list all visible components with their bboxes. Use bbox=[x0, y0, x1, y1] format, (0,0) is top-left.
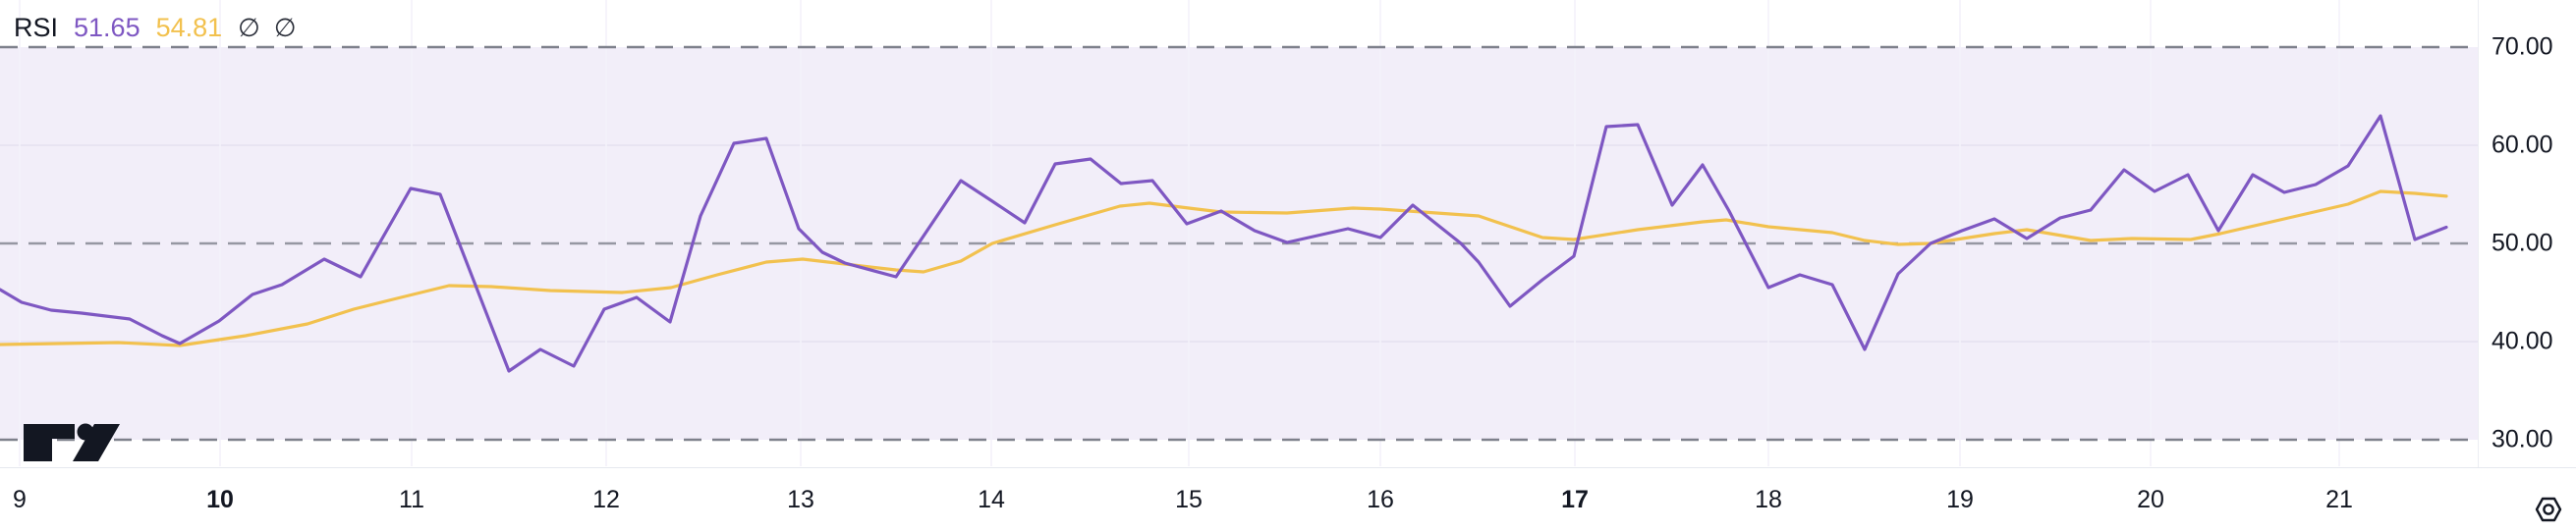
indicator-legend[interactable]: RSI 51.65 54.81 ∅ ∅ bbox=[14, 12, 296, 43]
rsi-line[interactable] bbox=[0, 114, 2448, 373]
x-axis-label: 13 bbox=[787, 486, 814, 513]
x-axis-label: 21 bbox=[2325, 486, 2353, 513]
y-axis-label: 50.00 bbox=[2492, 229, 2553, 257]
legend-null-values: ∅ ∅ bbox=[238, 12, 296, 43]
y-axis-label: 30.00 bbox=[2492, 425, 2553, 453]
y-axis-label: 60.00 bbox=[2492, 131, 2553, 159]
x-axis-label: 9 bbox=[13, 486, 27, 513]
rsi-ma-value: 54.81 bbox=[155, 13, 223, 42]
y-axis-label: 70.00 bbox=[2492, 32, 2553, 61]
x-axis-label: 12 bbox=[592, 486, 620, 513]
x-axis-label: 19 bbox=[1946, 486, 1974, 513]
tradingview-logo[interactable] bbox=[24, 422, 122, 465]
x-axis-label: 18 bbox=[1755, 486, 1782, 513]
null-value-icon: ∅ bbox=[238, 13, 260, 42]
indicator-name: RSI bbox=[14, 13, 59, 42]
x-axis-label: 15 bbox=[1175, 486, 1203, 513]
x-axis-label: 16 bbox=[1367, 486, 1394, 513]
x-axis-label: 14 bbox=[978, 486, 1005, 513]
timescale-settings-icon[interactable] bbox=[2533, 495, 2564, 524]
null-value-icon: ∅ bbox=[273, 13, 297, 42]
time-scale[interactable]: 9 10 11 12 13 14 15 16 17 18 19 20 21 bbox=[0, 467, 2576, 532]
price-scale[interactable]: 70.00 60.00 50.00 40.00 30.00 bbox=[2492, 0, 2576, 466]
x-axis-label: 20 bbox=[2137, 486, 2164, 513]
x-axis-label: 17 bbox=[1561, 486, 1589, 513]
price-scale-border bbox=[2478, 0, 2479, 532]
x-axis-label: 11 bbox=[399, 486, 424, 513]
y-axis-label: 40.00 bbox=[2492, 327, 2553, 355]
x-axis-label: 10 bbox=[206, 486, 234, 513]
rsi-value: 51.65 bbox=[74, 13, 140, 42]
